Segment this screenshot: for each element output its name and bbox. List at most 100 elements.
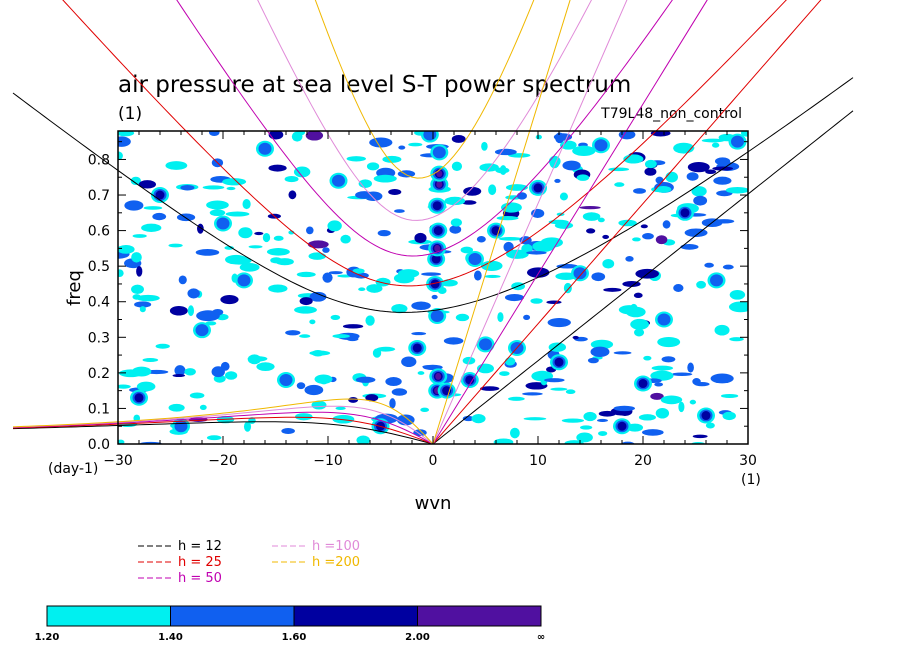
spectrum-cell	[254, 231, 264, 236]
spectrum-cell	[124, 200, 144, 211]
colorbar-label: 1.60	[282, 632, 307, 643]
y-tick-label: 0.7	[88, 188, 110, 204]
spectrum-cell	[655, 408, 670, 419]
spectrum-cell	[284, 176, 299, 183]
spectrum-cell	[408, 142, 423, 147]
spectrum-cell	[579, 205, 601, 210]
y-tick-label: 0.1	[88, 401, 110, 417]
spectrum-cell	[382, 155, 402, 163]
spectrum-peak-mid	[237, 274, 251, 287]
x-axis-label: wvn	[415, 493, 452, 514]
spectrum-peak-mid	[710, 274, 723, 287]
spectrum-cell	[178, 275, 187, 285]
spectrum-cell	[385, 376, 402, 387]
spectrum-cell	[705, 422, 715, 429]
spectrum-cell	[358, 287, 366, 292]
spectrum-cell	[394, 209, 405, 213]
spectrum-cell	[431, 294, 438, 300]
spectrum-cell	[139, 306, 146, 313]
y-tick-label: 0.0	[88, 437, 110, 453]
spectrum-cell	[275, 258, 294, 266]
spectrum-cell	[694, 381, 710, 387]
spectrum-cell	[582, 212, 601, 221]
spectrum-peak-mid	[216, 217, 230, 230]
spectrum-cell	[504, 293, 525, 302]
spectrum-peak-inner	[430, 279, 440, 289]
spectrum-cell	[562, 160, 581, 171]
spectrum-cell	[322, 247, 330, 253]
spectrum-cell	[508, 396, 525, 401]
spectrum-cell	[342, 324, 364, 329]
spectrum-peak-inner	[155, 190, 165, 200]
spectrum-cell	[420, 407, 430, 413]
spectrum-cell	[504, 357, 516, 366]
spectrum-cell	[393, 273, 415, 284]
spectrum-cell	[352, 268, 365, 274]
spectrum-cell	[174, 365, 186, 376]
spectrum-cell	[729, 289, 746, 300]
spectrum-cell	[634, 328, 645, 337]
spectrum-cell	[722, 411, 736, 421]
spectrum-cell	[444, 196, 466, 206]
spectrum-cell	[564, 440, 584, 444]
spectrum-cell	[461, 200, 477, 205]
spectrum-cell	[299, 297, 313, 306]
colorbar-label: 2.00	[405, 632, 430, 643]
spectrum-cell	[256, 362, 275, 372]
spectrum-cell	[398, 145, 406, 150]
spectrum-cell	[632, 237, 641, 242]
kelvin-curve	[432, 0, 822, 444]
spectrum-cell	[680, 244, 699, 250]
spectrum-cell	[311, 400, 327, 410]
spectrum-cell	[673, 284, 684, 292]
spectrum-cell	[596, 418, 608, 422]
spectrum-cell	[602, 234, 610, 239]
spectrum-cell	[238, 227, 253, 239]
spectrum-cell	[586, 228, 596, 234]
y-tick-label: 0.2	[88, 366, 110, 382]
spectrum-cell	[499, 165, 507, 176]
spectrum-cell	[597, 431, 608, 436]
spectrum-cell	[729, 337, 744, 342]
spectrum-cell	[375, 277, 391, 287]
spectrum-cell	[526, 267, 550, 278]
spectrum-cell	[597, 217, 605, 223]
spectrum-cell	[196, 310, 220, 322]
inertia-gravity-curve	[176, 0, 673, 257]
y-unit-label: (day-1)	[48, 461, 98, 477]
spectrum-shading	[118, 131, 748, 444]
spectrum-cell	[118, 136, 131, 147]
colorbar: 1.20 1.40 1.60 2.00 ∞	[35, 605, 545, 643]
spectrum-cell	[414, 232, 427, 244]
spectrum-cell	[476, 236, 486, 243]
run-label: T79L48_non_control	[600, 106, 742, 122]
spectrum-peak-mid	[195, 324, 209, 337]
spectrum-cell	[366, 162, 380, 171]
spectrum-cell	[195, 248, 220, 256]
spectrum-cell	[563, 282, 572, 294]
spectrum-cell	[633, 292, 643, 299]
spectrum-cell	[618, 305, 640, 315]
spectrum-cell	[449, 225, 462, 234]
spectrum-cell	[365, 315, 375, 326]
spectrum-cell	[530, 298, 543, 304]
spectrum-cell	[118, 269, 124, 277]
spectrum-cell	[262, 232, 271, 243]
spectrum-peak-core	[435, 372, 442, 380]
spectrum-cell	[199, 404, 207, 410]
spectrum-cell	[356, 435, 370, 444]
spectrum-cell	[625, 256, 634, 262]
spectrum-peak-mid	[731, 135, 744, 148]
spectrum-cell	[291, 131, 303, 142]
spectrum-cell	[369, 137, 393, 148]
spectrum-cell	[488, 184, 497, 196]
dispersion-curves	[12, 0, 854, 444]
spectrum-cell	[118, 151, 123, 161]
spectrum-cell	[372, 348, 382, 358]
spectrum-peak-mid	[657, 313, 671, 326]
spectrum-cell	[720, 393, 739, 398]
x-tick-label: 20	[634, 453, 652, 469]
x-tick-label: −10	[313, 453, 343, 469]
spectrum-cell	[572, 145, 596, 157]
